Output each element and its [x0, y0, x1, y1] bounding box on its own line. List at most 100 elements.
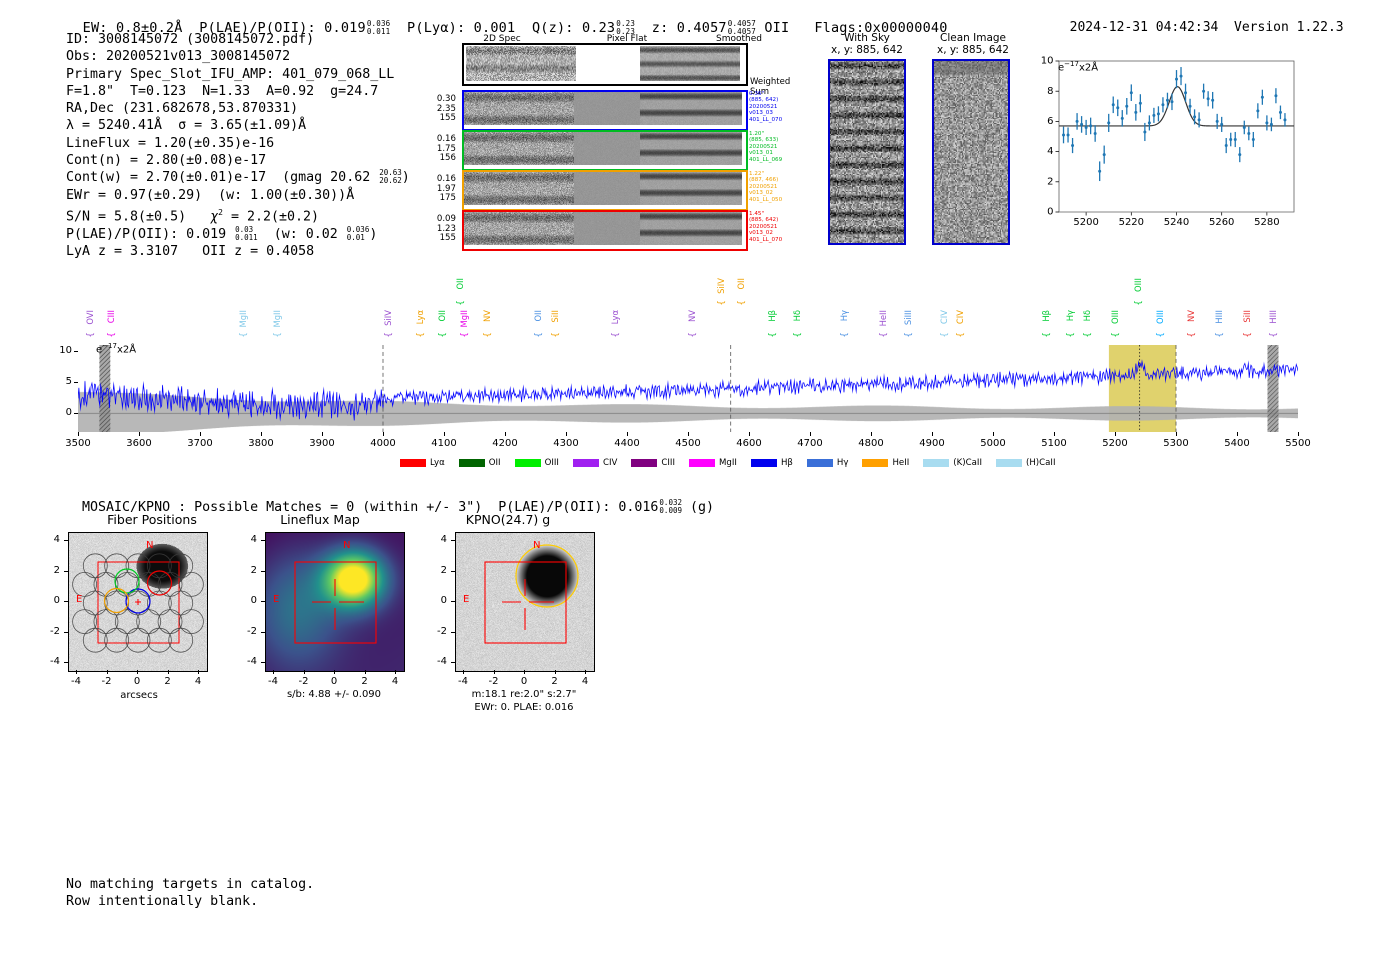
- fiber-row-meta-value: 20200521: [749, 103, 778, 110]
- spectrum-y-tick: [74, 351, 78, 353]
- emission-line-label: Hβ: [1040, 310, 1051, 322]
- montage-col-header-2dspec: 2D Spec: [483, 34, 521, 44]
- spectrum-x-tick: [932, 432, 933, 436]
- fiber-row-2dspec-image: [464, 212, 574, 245]
- fiber-row-strip: [462, 130, 748, 171]
- panel-title-lineflux-map: Lineflux Map: [280, 512, 360, 527]
- kpno-sub1: m:18.1 re:2.0" s:2.7": [471, 689, 577, 700]
- lineflux-map-sub1: s/b: 4.88 +/- 0.090: [286, 689, 382, 700]
- spectrum-x-tick-label: 5400: [1224, 438, 1250, 449]
- fiber-row-pixelflat-image: [574, 92, 640, 125]
- emission-line-brace: {: [384, 332, 395, 338]
- panel-x-tick: [334, 670, 335, 674]
- spectrum-x-tick-label: 5000: [980, 438, 1006, 449]
- emission-line-label: OII: [436, 310, 447, 322]
- info-obs: Obs: 20200521v013_3008145072: [66, 49, 291, 65]
- fiber-row-meta: 1.45" (885, 642) 20200521 v013_02 401_LL_070: [749, 211, 782, 243]
- emission-line-brace: {: [840, 332, 851, 338]
- header-z-species: OII: [764, 20, 790, 36]
- panel-x-tick: [198, 670, 199, 674]
- legend-swatch: [572, 458, 599, 467]
- panel-x-tick-label: 0: [520, 676, 528, 687]
- montage-weighted-sum-label: Weighted Sum: [750, 77, 791, 97]
- compass-east-label: E: [76, 594, 83, 605]
- emission-line-brace: {: [273, 332, 284, 338]
- panel-x-tick-label: 4: [194, 676, 202, 687]
- fiber-row-meta-value: 1.45": [749, 211, 765, 217]
- emission-line-label: NV: [686, 310, 697, 322]
- emission-line-brace: {: [1214, 332, 1225, 338]
- panel-y-tick: [451, 570, 455, 572]
- spectrum-x-tick: [322, 432, 323, 436]
- emission-line-label: SiII: [1241, 310, 1252, 323]
- fiber-row-left-value: 0.16: [436, 134, 456, 144]
- panel-x-tick: [463, 670, 464, 674]
- fiber-row-meta-value: (885, 642): [749, 217, 779, 224]
- spectrum-canvas: [78, 345, 1298, 432]
- panel-x-tick: [395, 670, 396, 674]
- panel-x-tick-label: -2: [488, 676, 499, 687]
- legend-label: HeII: [892, 457, 910, 468]
- header-qz-value: 0.23: [581, 20, 616, 36]
- panel-y-tick: [261, 601, 265, 602]
- legend-swatch: [514, 458, 541, 467]
- emission-line-brace: {: [768, 332, 779, 338]
- spectrum-x-tick: [1237, 432, 1238, 436]
- spectrum-x-tick: [78, 432, 79, 436]
- panel-y-tick-label: -4: [247, 656, 257, 667]
- emission-line-brace: {: [1186, 332, 1197, 338]
- fiber-row-pixelflat-image: [574, 172, 640, 205]
- line-fit-plot: e−17x2Å: [1036, 56, 1298, 236]
- panel-x-tick: [106, 670, 108, 674]
- spectrum-x-tick: [871, 432, 872, 436]
- emission-line-brace: {: [1268, 332, 1279, 338]
- lineflux-map-canvas: [265, 532, 405, 672]
- spectrum-x-tick-label: 5500: [1285, 438, 1311, 449]
- emission-line-label: Lyα: [610, 310, 621, 325]
- fiber-row-2dspec-image: [464, 172, 574, 205]
- footer-note: No matching targets in catalog. Row inte…: [66, 876, 314, 911]
- panel-x-tick-label: 4: [391, 676, 399, 687]
- emission-line-brace: {: [879, 332, 890, 338]
- emission-line-label: OIII: [1155, 310, 1166, 325]
- emission-line-label: Hγ: [1065, 310, 1076, 322]
- info-seeing: F=1.8" T=0.123 N=1.33 A=0.92 g=24.7: [66, 83, 379, 99]
- spectrum-x-tick: [1115, 432, 1116, 436]
- weighted-sum-smoothed-image: [640, 46, 740, 81]
- emission-line-brace: {: [415, 332, 426, 338]
- emission-line-label: HIII: [1267, 310, 1278, 324]
- spectrum-x-tick-label: 4200: [492, 438, 518, 449]
- fiber-row-left-value: 0.16: [436, 174, 456, 184]
- header-timestamp-block: 2024-12-31 04:42:34 Version 1.22.3: [1054, 5, 1344, 35]
- emission-line-brace: {: [940, 332, 951, 338]
- panel-y-tick-label: 2: [250, 564, 257, 576]
- panel-x-tick: [167, 670, 169, 674]
- fiber-row-left-value: 155: [439, 233, 456, 244]
- fiber-row-left-value: 0.09: [436, 214, 456, 224]
- spectrum-x-tick-label: 3700: [187, 438, 213, 449]
- emission-line-label: NV: [481, 310, 492, 322]
- fiber-row-meta-value: 20200521: [749, 183, 778, 190]
- legend-label: MgII: [719, 457, 737, 468]
- legend-label: OII: [488, 457, 501, 468]
- spectrum-y-tick-label: 5: [65, 376, 72, 388]
- spectrum-x-tick: [627, 432, 628, 436]
- spectrum-x-tick: [261, 432, 262, 436]
- emission-line-brace: {: [717, 300, 728, 306]
- panel-title-kpno: KPNO(24.7) g: [465, 512, 551, 527]
- with-sky-cutout-image: [828, 59, 906, 245]
- legend-label: Lyα: [430, 457, 445, 468]
- version-label: Version 1.22.3: [1234, 20, 1344, 35]
- fiber-row-left-value: 1.23: [436, 223, 456, 234]
- fiber-row-meta-value: 401_LL_070: [749, 236, 783, 243]
- fiber-row-strip: [462, 210, 748, 251]
- emission-line-brace: {: [1134, 300, 1145, 306]
- emission-line-label: OIII: [1110, 310, 1121, 325]
- info-primary-spec: Primary Spec_Slot_IFU_AMP: 401_079_068_L…: [66, 66, 395, 82]
- fiber-row-2dspec-image: [464, 132, 574, 165]
- fiber-row-meta-value: 20200521: [749, 143, 778, 150]
- emission-line-label: HIII: [1213, 310, 1224, 324]
- header-plae-errs: 0.036 0.011: [366, 19, 391, 36]
- emission-line-label: OII: [533, 310, 544, 322]
- panel-x-tick-label: -2: [101, 676, 112, 687]
